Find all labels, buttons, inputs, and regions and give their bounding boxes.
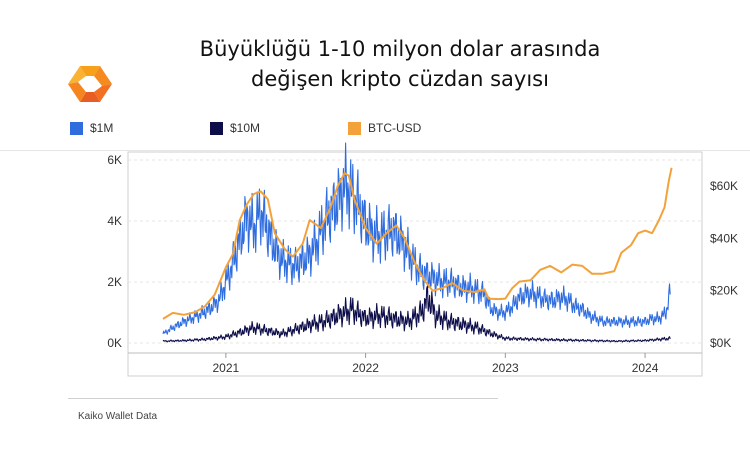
header-divider [0,150,750,151]
y-right-tick-label: $0K [710,336,731,350]
series-line-btc-usd [162,167,673,320]
plot-frame [127,151,703,377]
series-line--10m [162,285,671,343]
legend-swatch-10m [210,121,223,135]
x-tick-label: 2021 [213,361,240,375]
x-tick-label: 2023 [492,361,519,375]
y-left-tick-label: 6K [107,153,122,167]
x-tick-label: 2022 [352,361,379,375]
legend-label-btc-usd: BTC-USD [368,121,422,135]
kaiko-logo-icon [68,66,112,102]
y-right-tick-label: $20K [710,284,738,298]
legend-item-btc-usd: BTC-USD [348,118,421,138]
y-left-tick-label: 0K [107,336,122,350]
legend-label-1m: $1M [90,121,114,135]
y-right-tick-label: $40K [710,231,738,245]
legend-swatch-btc-usd [348,121,361,135]
data-source-label: Kaiko Wallet Data [78,411,158,422]
series-line--1m [162,142,671,335]
chart-title-line-2: değişen kripto cüzdan sayısı [251,67,549,91]
y-left-tick-label: 2K [107,275,122,289]
legend-swatch-1m [70,121,83,135]
chart-title-line-1: Büyüklüğü 1-10 milyon dolar arasında [199,37,601,61]
y-left-tick-label: 4K [107,214,122,228]
footer-divider [68,398,498,399]
legend-item-10m: $10M [210,118,260,138]
legend-label-10m: $10M [230,121,261,135]
x-tick-label: 2024 [632,361,659,375]
legend-item-1m: $1M [70,118,113,138]
y-right-tick-label: $60K [710,179,738,193]
